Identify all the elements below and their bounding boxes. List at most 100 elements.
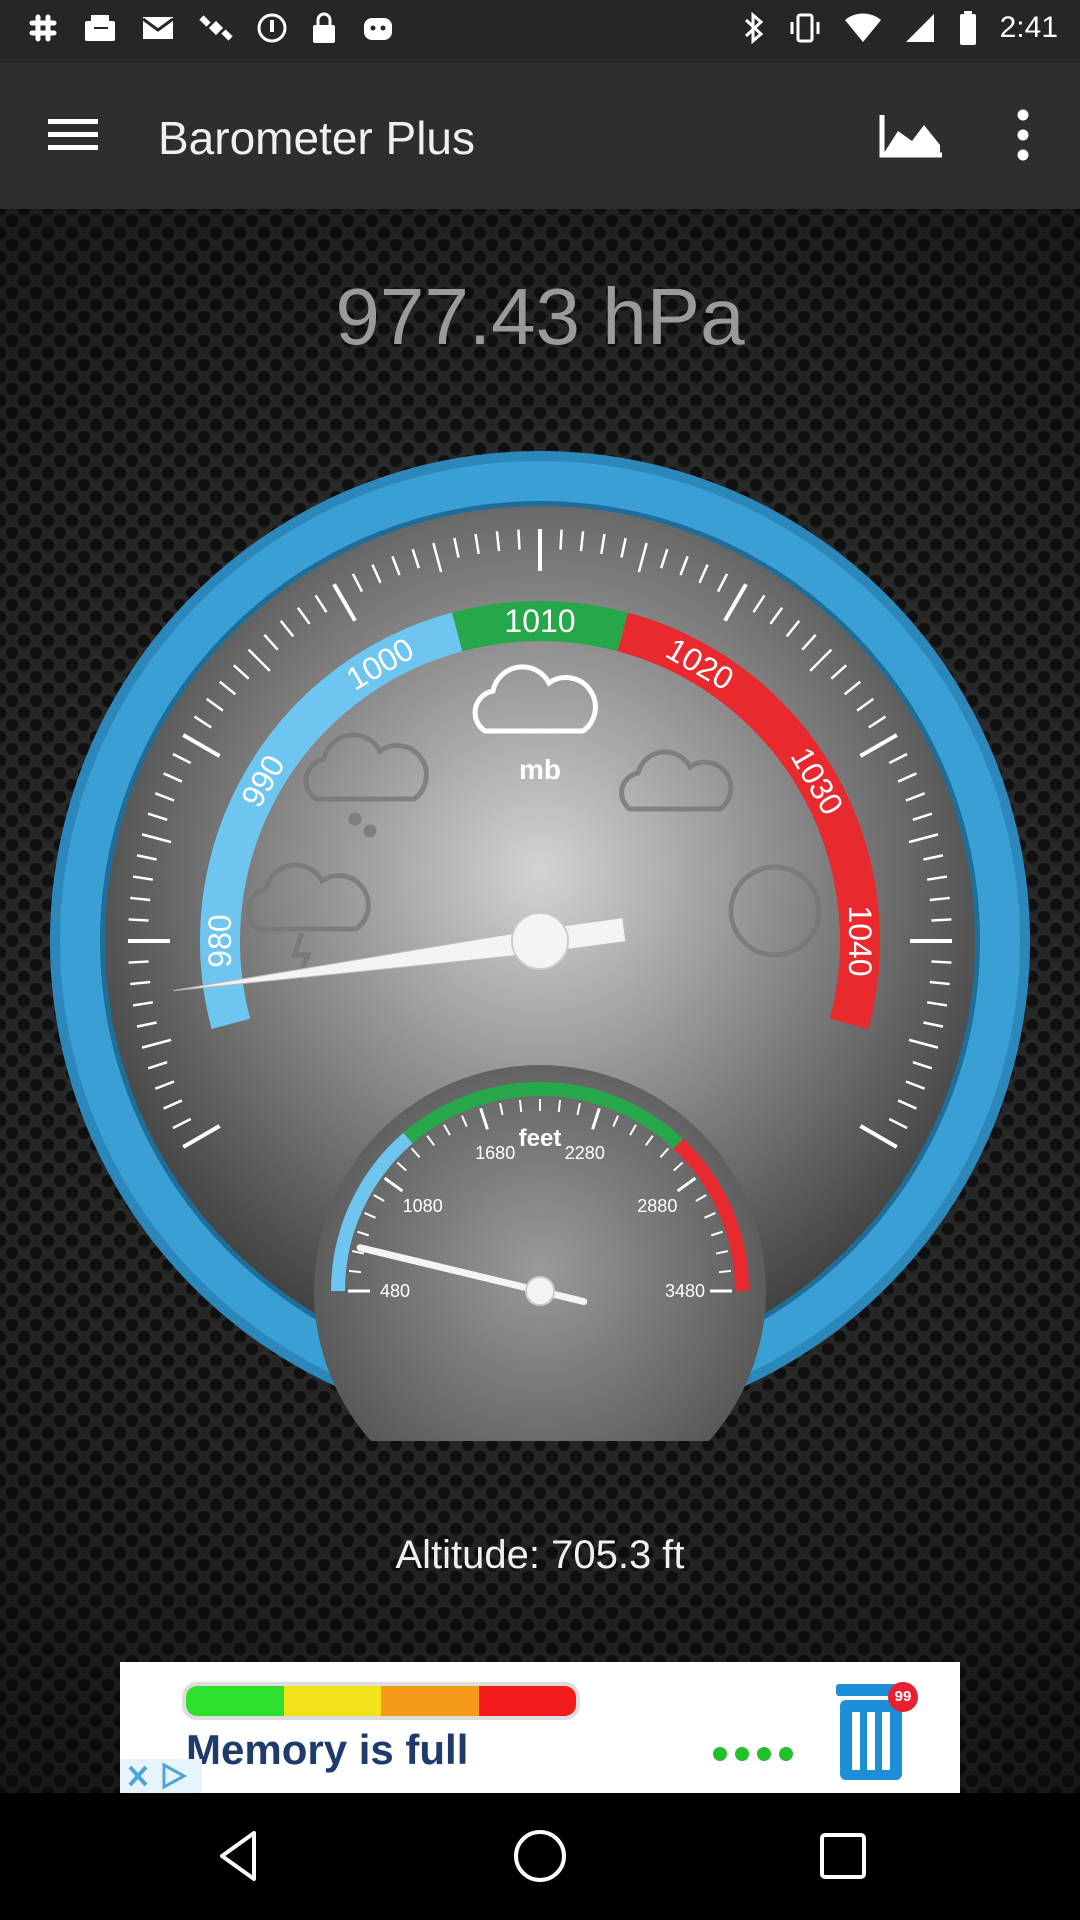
pressure-tick [931,960,952,964]
pressure-tick [128,960,149,964]
pressure-tick [517,529,521,550]
lock-icon [313,12,335,43]
snow-cloud-icon [303,732,429,838]
back-button[interactable] [204,1821,274,1891]
pressure-tick [620,537,627,558]
pressure-tick [371,564,382,584]
zone-high [617,612,880,1029]
pressure-tick [432,542,443,573]
pressure-tick [579,531,585,552]
pressure-tick [128,918,149,922]
pressure-tick [769,606,784,625]
pressure-tick [926,1001,948,1007]
pressure-tick [868,715,887,729]
pressure-tick [314,594,328,613]
menu-button[interactable] [46,113,100,157]
pressure-tick [132,1001,154,1007]
pressure-tick [908,833,939,844]
pressure-zones [200,601,880,1029]
altitude-needle [356,1244,588,1306]
altitude-tick [629,1124,637,1136]
pressure-tick [263,633,279,651]
pressure-tick [172,752,192,765]
pressure-tick [495,531,501,552]
pressure-tick [637,542,648,573]
ad-color-bar [182,1682,580,1720]
pressure-tick [931,918,952,922]
pressure-readout: 977.43 hPa [335,272,745,361]
recents-button[interactable] [808,1821,878,1891]
ad-bar-segment [186,1686,284,1716]
home-button[interactable] [505,1821,575,1891]
bluetooth-icon [744,11,763,45]
chart-icon [879,115,942,158]
altitude-zone-low [331,1132,413,1292]
altitude-tick [351,1250,365,1255]
altitude-tick [695,1194,707,1202]
pressure-tick [136,854,157,861]
fax-icon [85,15,115,41]
app-title: Barometer Plus [158,112,476,164]
altitude-needle-hub [525,1276,555,1306]
zone-normal [452,601,628,652]
pressure-tick [752,594,766,613]
partly-cloudy-icon [619,749,734,812]
altitude-tick [673,1161,684,1172]
pressure-tick [908,1038,939,1049]
pressure-tick [716,573,729,593]
system-icons: 2:41 [742,10,1058,46]
pressure-tick [785,620,801,638]
pressure-tick [929,980,950,986]
pressure-tick [926,875,948,881]
signal-icon [905,14,934,42]
pressure-tick [888,752,908,765]
ad-close-icon[interactable] [120,1759,202,1793]
ad-text: Memory is full [186,1726,469,1773]
pressure-tick [182,1124,221,1149]
pressure-tick [905,792,926,802]
altitude-tick [383,1176,404,1193]
ad-banner[interactable]: Memory is full 99 [120,1662,960,1793]
more-options-button[interactable] [1008,107,1038,163]
pressure-tick [905,1080,926,1090]
altitude-unit-label: feet [519,1125,562,1152]
altitude-scale-label: 2880 [637,1196,677,1216]
pressure-scale-label: 1010 [504,603,575,639]
barometer-content: 977.43 hPa 980 990 1000 1010 1020 1030 1040 [0,209,1080,1793]
altitude-tick [460,1115,468,1127]
altitude-readout: Altitude: 705.3 ft [395,1533,685,1577]
pressure-tick [141,1038,172,1049]
pressure-tick [859,1124,898,1149]
pressure-tick [912,812,933,822]
back-icon [220,1831,256,1881]
altitude-tick [410,1147,421,1158]
circle-icon [257,13,287,43]
pressure-tick [136,1021,157,1028]
altitude-scale-label: 1080 [403,1196,443,1216]
pressure-scale-label: 980 [202,914,238,967]
pressure-tick [391,555,401,576]
altitude-tick [426,1135,436,1146]
mail-icon [142,17,174,39]
pressure-tick [679,555,689,576]
pressure-tick [193,715,212,729]
app-bar: Barometer Plus [0,63,1080,209]
altitude-tick [659,1147,670,1158]
pressure-tick [296,606,311,625]
menu-icon [48,119,98,150]
altitude-tick [704,1211,716,1219]
altitude-tick [396,1161,407,1172]
pressure-tick [923,854,944,861]
altitude-scale-label: 2280 [565,1143,605,1163]
pressure-tick [843,680,861,696]
pressure-tick [130,980,151,986]
altitude-ticks [348,1099,732,1293]
altitude-labels: 480 1080 1680 2280 2880 3480 [380,1143,705,1301]
satellite-icon [199,15,233,41]
slack-icon [29,14,57,42]
altitude-tick [373,1194,385,1202]
chart-button[interactable] [876,109,946,161]
altitude-tick [499,1102,504,1116]
pressure-tick [859,733,898,758]
